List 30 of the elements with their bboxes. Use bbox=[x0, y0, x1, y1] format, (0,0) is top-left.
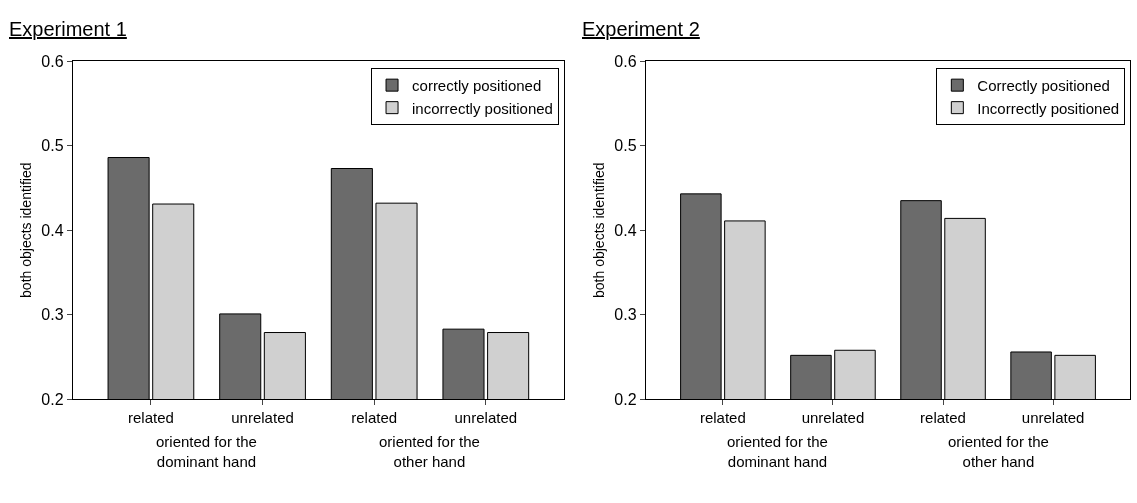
x-tick-label: related bbox=[699, 409, 746, 427]
y-tick-label: 0.4 bbox=[614, 221, 637, 239]
x-tick-label: unrelated bbox=[454, 409, 518, 427]
x-tick-label: related bbox=[127, 409, 174, 427]
y-tick-label: 0.6 bbox=[614, 52, 637, 70]
x-tick-label: unrelated bbox=[801, 409, 865, 427]
y-tick-label: 0.4 bbox=[41, 221, 64, 239]
legend-label: incorrectly positioned bbox=[412, 99, 553, 117]
y-tick-label: 0.3 bbox=[614, 306, 637, 324]
legend-label: Incorrectly positioned bbox=[977, 99, 1120, 117]
text: oriented for the other hand bbox=[948, 433, 1049, 470]
y-tick-label: 0.2 bbox=[614, 390, 637, 408]
y-axis-title: both objects identified bbox=[17, 162, 34, 298]
x-tick-label: related bbox=[351, 409, 398, 427]
x-tick-label: related bbox=[920, 409, 966, 427]
x-tick-label: unrelated bbox=[1021, 409, 1085, 427]
text: oriented for the dominant hand bbox=[156, 433, 257, 470]
legend-label: correctly positioned bbox=[412, 77, 542, 94]
text: oriented for the other hand bbox=[379, 433, 480, 470]
y-tick-label: 0.3 bbox=[41, 306, 64, 324]
text: oriented for the dominant hand bbox=[727, 433, 828, 470]
x-tick-label: unrelated bbox=[231, 409, 294, 427]
y-tick-label: 0.2 bbox=[41, 390, 64, 408]
chart-title: Experiment 2 bbox=[582, 18, 700, 40]
y-tick-label: 0.6 bbox=[41, 52, 64, 70]
y-axis-title: both objects identified bbox=[590, 162, 607, 298]
legend-label: Correctly positioned bbox=[977, 77, 1110, 94]
y-tick-label: 0.5 bbox=[41, 137, 64, 155]
chart-title: Experiment 1 bbox=[9, 18, 127, 40]
y-tick-label: 0.5 bbox=[614, 137, 637, 155]
